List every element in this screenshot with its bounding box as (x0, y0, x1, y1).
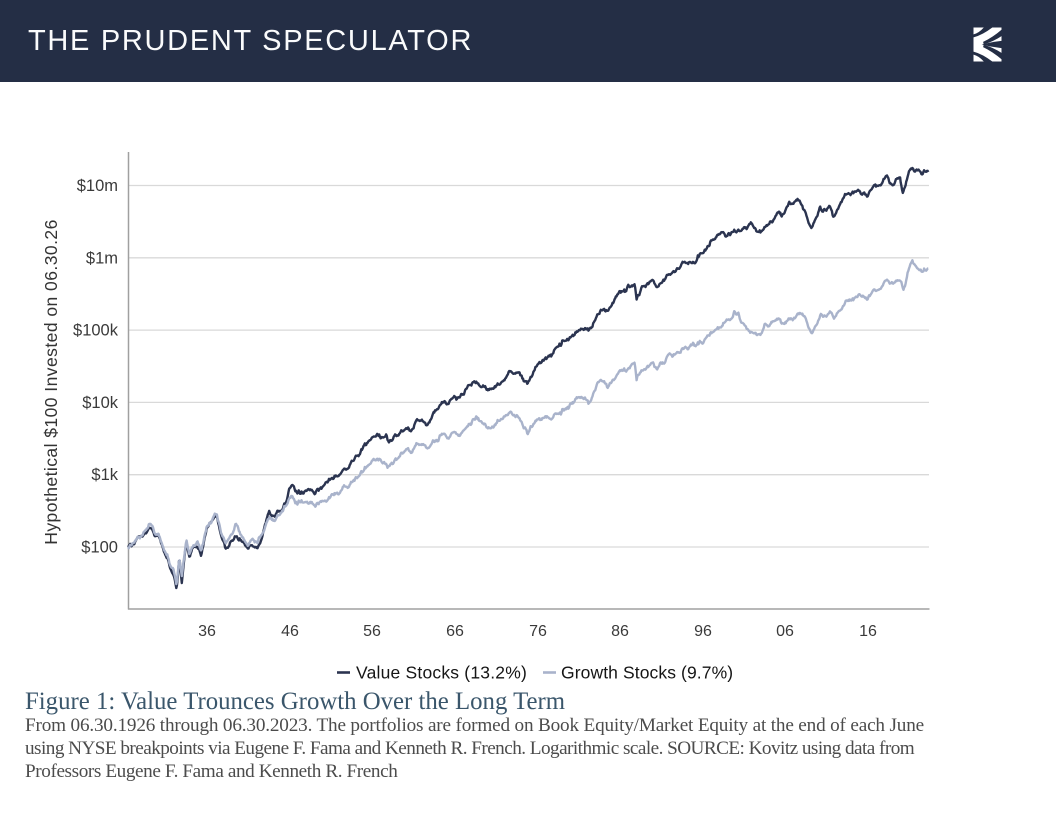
svg-text:16: 16 (859, 623, 877, 640)
svg-text:Value Stocks (13.2%): Value Stocks (13.2%) (356, 663, 527, 683)
svg-text:96: 96 (694, 623, 712, 640)
svg-text:76: 76 (529, 623, 547, 640)
svg-text:$1m: $1m (86, 249, 118, 267)
svg-text:46: 46 (281, 623, 299, 640)
svg-text:Hypothetical $100 Invested on: Hypothetical $100 Invested on 06.30.26 (41, 219, 61, 545)
svg-text:$10k: $10k (82, 394, 119, 412)
svg-text:Professors Eugene F. Fama and: Professors Eugene F. Fama and Kenneth R.… (25, 761, 398, 782)
svg-text:THE PRUDENT SPECULATOR: THE PRUDENT SPECULATOR (28, 25, 473, 57)
svg-text:66: 66 (446, 623, 464, 640)
svg-text:56: 56 (363, 623, 381, 640)
svg-text:06: 06 (776, 623, 794, 640)
svg-text:Figure 1: Value Trounces Growt: Figure 1: Value Trounces Growth Over the… (25, 688, 565, 715)
svg-text:36: 36 (198, 623, 216, 640)
svg-text:Growth Stocks (9.7%): Growth Stocks (9.7%) (561, 663, 733, 683)
svg-text:$10m: $10m (77, 177, 118, 195)
svg-text:$1k: $1k (91, 466, 118, 484)
svg-text:From 06.30.1926 through 06.30.: From 06.30.1926 through 06.30.2023. The … (25, 715, 924, 736)
svg-text:$100: $100 (81, 539, 118, 557)
svg-text:$100k: $100k (73, 322, 119, 340)
svg-text:86: 86 (611, 623, 629, 640)
svg-text:using NYSE breakpoints via Eug: using NYSE breakpoints via Eugene F. Fam… (25, 738, 915, 759)
